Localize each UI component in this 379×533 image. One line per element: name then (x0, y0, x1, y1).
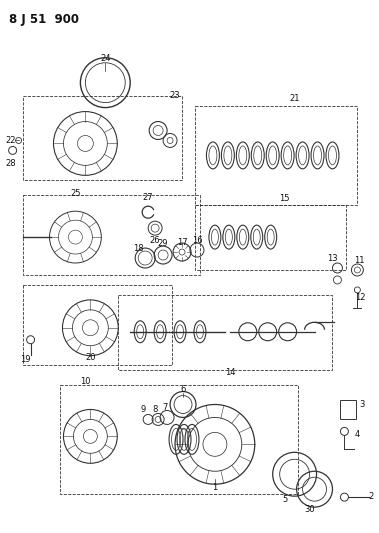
Text: 17: 17 (177, 238, 187, 247)
Bar (61, 385, 298, 494)
Text: 15: 15 (279, 194, 290, 203)
Text: 12: 12 (355, 293, 366, 302)
Bar (195, 106, 357, 205)
Text: 3: 3 (360, 400, 365, 409)
Text: 28: 28 (5, 159, 16, 168)
Text: 11: 11 (354, 255, 365, 264)
Text: 25: 25 (70, 189, 81, 198)
Text: 1: 1 (212, 483, 218, 491)
Text: 5: 5 (282, 495, 287, 504)
Bar (118, 295, 332, 369)
Text: 29: 29 (158, 239, 168, 248)
Text: 27: 27 (143, 193, 153, 202)
Text: 20: 20 (85, 353, 96, 362)
Text: 26: 26 (150, 236, 160, 245)
Text: 14: 14 (225, 368, 235, 377)
Bar (23, 285, 172, 365)
Text: 8: 8 (152, 405, 158, 414)
Text: 18: 18 (133, 244, 144, 253)
Text: 22: 22 (5, 136, 16, 145)
Text: 10: 10 (80, 377, 91, 386)
Text: 16: 16 (192, 236, 202, 245)
Text: 23: 23 (170, 91, 180, 100)
Bar (23, 195, 200, 275)
Text: 8 J 51  900: 8 J 51 900 (9, 13, 79, 26)
Text: 4: 4 (355, 430, 360, 439)
Text: 24: 24 (100, 54, 111, 63)
Text: 21: 21 (289, 94, 300, 103)
Text: 19: 19 (20, 355, 31, 364)
Text: 6: 6 (180, 385, 186, 394)
Bar (23, 95, 182, 180)
Bar (195, 205, 346, 270)
Text: 30: 30 (304, 505, 315, 514)
Text: 7: 7 (163, 403, 168, 412)
Text: 2: 2 (369, 491, 374, 500)
Bar (340, 400, 356, 419)
Text: 13: 13 (327, 254, 338, 263)
Text: 9: 9 (141, 405, 146, 414)
